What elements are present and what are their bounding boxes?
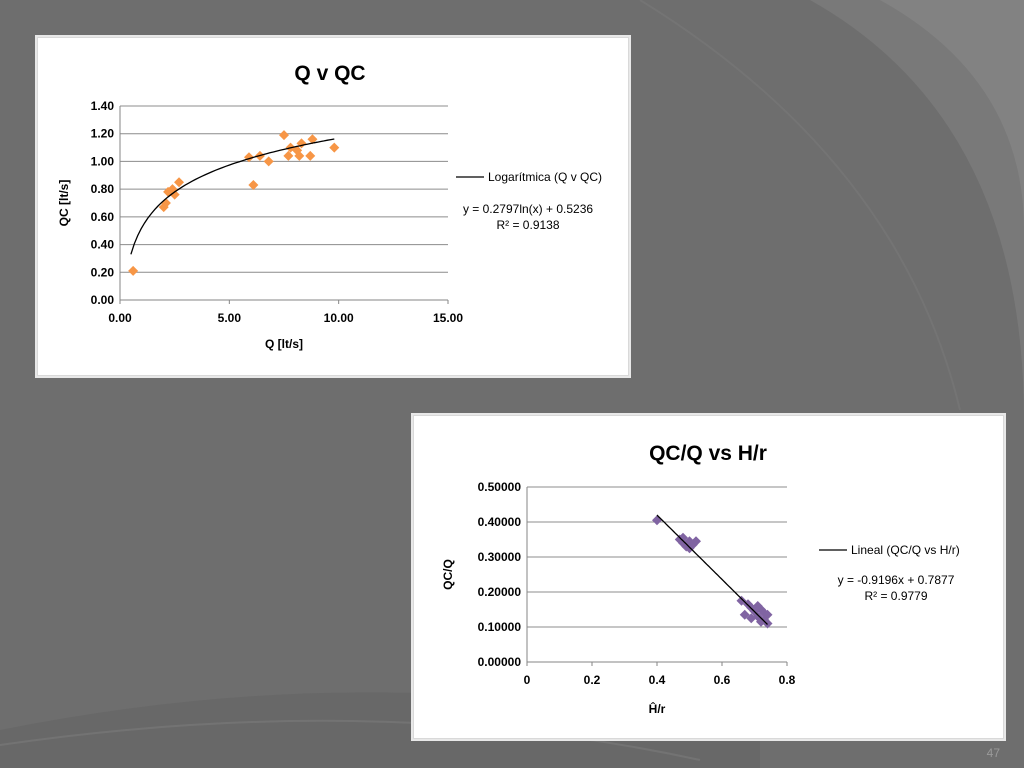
chart-title: QC/Q vs H/r [649,442,767,465]
x-tick-label: 0.2 [584,673,601,687]
data-point [292,145,303,156]
trendline-equation: y = 0.2797ln(x) + 0.5236 [463,202,593,216]
data-point [263,156,274,167]
chart-panel-q-v-qc: Q v QC 0.00 0.20 0.40 0.60 0.80 1.00 1.20 1.40 0.… [37,37,629,376]
x-tick-label: 5.00 [218,311,242,325]
trendline-equation: y = -0.9196x + 0.7877 [838,573,955,587]
trendline [130,138,335,255]
y-tick-label: 0.40 [91,238,115,252]
data-point [329,142,340,153]
x-tick-label: 0.4 [649,673,666,687]
data-point [169,189,180,200]
y-axis-label: QC [lt/s] [57,180,71,227]
x-tick-label: 10.00 [324,311,354,325]
x-axis-label: Ĥ/r [649,701,666,716]
data-point [174,177,185,188]
chart-title: Q v QC [294,62,365,85]
y-tick-label: 0.00 [91,293,115,307]
x-axis-label: Q [lt/s] [265,337,303,351]
chart-panel-qcq-vs-hr: QC/Q vs H/r 0.00000 0.10000 0.20000 0.30000 0… [413,415,1004,739]
data-point [307,134,318,145]
trendline [656,514,768,625]
y-tick-label: 0.10000 [478,620,522,634]
y-tick-label: 0.80 [91,182,115,196]
x-tick-label: 15.00 [433,311,463,325]
x-tick-label: 0.6 [714,673,731,687]
y-tick-label: 0.40000 [478,515,522,529]
y-tick-label: 0.50000 [478,480,522,494]
x-tick-label: 0.8 [779,673,796,687]
y-tick-label: 1.20 [91,127,115,141]
y-tick-label: 1.40 [91,99,115,113]
data-point [294,150,305,161]
data-point [283,150,294,161]
trendline-r2: R² = 0.9779 [864,589,927,603]
chart-q-v-qc: Q v QC 0.00 0.20 0.40 0.60 0.80 1.00 1.20 1.40 0.… [57,62,602,351]
y-tick-label: 0.60 [91,210,115,224]
y-axis-label: QC/Q [441,559,455,590]
trendline-r2: R² = 0.9138 [496,218,559,232]
chart-qcq-vs-hr: QC/Q vs H/r 0.00000 0.10000 0.20000 0.30000 0… [441,442,960,716]
x-tick-label: 0 [524,673,531,687]
legend-label: Lineal (QC/Q vs H/r) [851,543,960,557]
data-point [691,536,701,547]
y-tick-label: 0.20 [91,265,115,279]
data-point [652,515,662,526]
data-point [158,202,169,213]
data-point [305,150,316,161]
y-tick-label: 0.00000 [478,655,522,669]
y-tick-label: 0.20000 [478,585,522,599]
legend-label: Logarítmica (Q v QC) [488,170,602,184]
y-tick-label: 0.30000 [478,550,522,564]
data-point [128,265,139,276]
data-point [279,130,289,141]
data-point [762,609,773,620]
data-point [762,618,773,629]
page-number: 47 [986,746,1000,760]
y-tick-label: 1.00 [91,154,115,168]
data-point [248,179,259,190]
x-tick-label: 0.00 [108,311,132,325]
